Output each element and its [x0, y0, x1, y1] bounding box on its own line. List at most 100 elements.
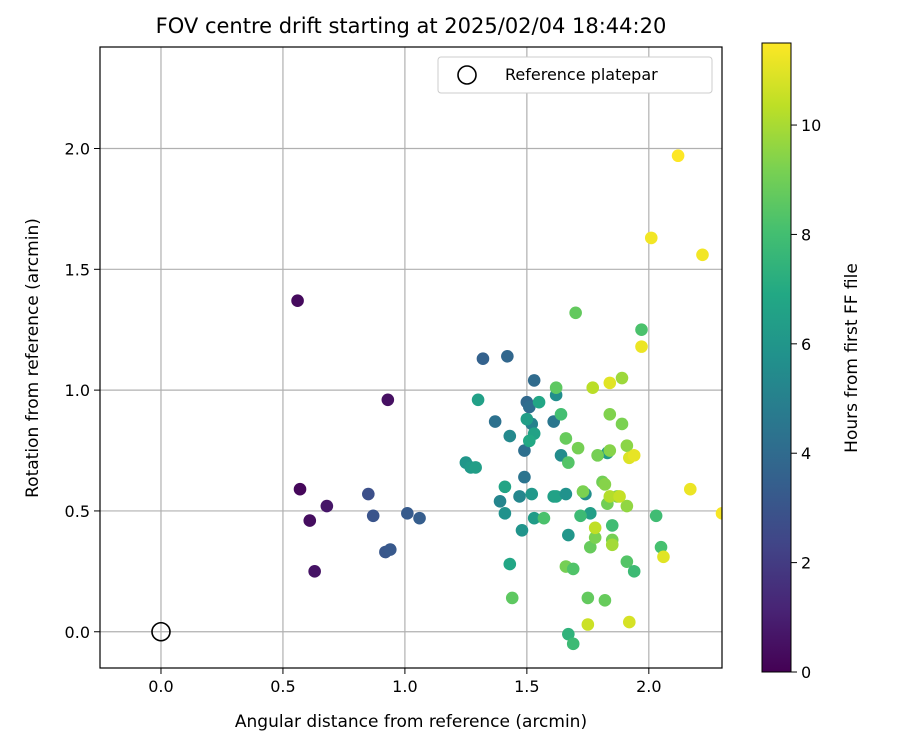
data-point [581, 618, 595, 631]
data-point [413, 511, 426, 525]
colorbar-tick-label: 6 [801, 335, 811, 354]
data-point [520, 412, 534, 426]
data-point [586, 381, 600, 395]
data-point [381, 393, 395, 407]
data-point [503, 557, 517, 571]
data-point [523, 400, 536, 414]
data-point [627, 449, 641, 462]
data-point [515, 523, 529, 537]
plot-frame [99, 46, 723, 669]
x-tick-label: 0.0 [148, 677, 173, 696]
data-point [635, 340, 648, 353]
legend-box [437, 56, 713, 94]
data-point [505, 591, 519, 605]
data-point [291, 294, 304, 308]
data-point [598, 594, 612, 607]
data-point [503, 429, 517, 443]
data-point [591, 449, 604, 462]
data-point [308, 565, 321, 578]
data-point [513, 490, 526, 503]
data-point [498, 507, 512, 520]
data-point [559, 432, 573, 445]
colorbar-gradient [761, 42, 792, 673]
data-point [525, 487, 539, 501]
data-point [559, 487, 573, 501]
data-point [635, 323, 648, 337]
colorbar-tick-label: 0 [801, 663, 811, 682]
data-point [537, 511, 551, 525]
data-point [644, 231, 658, 245]
data-point [588, 521, 602, 535]
data-point [469, 461, 482, 474]
data-point [649, 509, 663, 523]
colorbar-tick-label: 2 [801, 554, 811, 573]
data-point [623, 615, 636, 629]
data-point [566, 562, 580, 576]
data-point [581, 591, 595, 605]
data-point [523, 434, 536, 448]
y-tick-label: 1.5 [65, 260, 90, 279]
data-point [696, 248, 709, 262]
data-point [671, 149, 685, 163]
data-point [615, 417, 629, 431]
data-point [569, 306, 582, 320]
colorbar: 0 2 4 6 8 10 Hours from first FF file [761, 42, 862, 682]
x-axis-label: Angular distance from reference (arcmin) [235, 712, 587, 732]
data-point [303, 514, 317, 527]
data-point [566, 637, 580, 651]
data-point [620, 555, 634, 568]
data-point [620, 499, 634, 513]
data-point [501, 349, 514, 363]
colorbar-tick-label: 8 [801, 225, 811, 244]
y-tick-label: 2.0 [65, 139, 90, 158]
data-point [620, 439, 634, 452]
data-point [476, 352, 490, 366]
colorbar-label: Hours from first FF file [842, 263, 862, 453]
data-point [549, 381, 563, 395]
data-point [471, 393, 485, 407]
data-point [532, 395, 546, 409]
data-point [383, 543, 397, 556]
x-tick-label: 1.0 [392, 677, 417, 696]
data-points [291, 149, 722, 651]
legend-marker-icon [457, 65, 477, 85]
grid-lines [100, 47, 722, 668]
data-point [627, 565, 641, 578]
data-point [603, 376, 617, 390]
data-point [366, 509, 380, 523]
data-point [562, 456, 575, 469]
data-point [562, 528, 575, 542]
colorbar-tick-label: 4 [801, 444, 811, 463]
data-point [527, 511, 541, 525]
data-point [583, 540, 597, 554]
data-point [603, 444, 617, 457]
legend: Reference platepar [437, 56, 713, 94]
data-point [518, 444, 531, 457]
data-point [683, 482, 697, 496]
colorbar-tick-label: 10 [801, 116, 821, 135]
colorbar-ticks: 0 2 4 6 8 10 [791, 116, 821, 682]
data-point [571, 441, 585, 455]
data-point [554, 407, 568, 421]
y-tick-label: 0.0 [65, 623, 90, 642]
data-point [574, 509, 587, 523]
data-point [603, 490, 617, 503]
data-point [654, 540, 668, 554]
chart-title: FOV centre drift starting at 2025/02/04 … [156, 14, 667, 38]
data-point [401, 507, 414, 520]
data-point [615, 371, 629, 385]
data-point [527, 374, 541, 387]
data-point [293, 482, 307, 496]
y-axis-ticks: 0.0 0.5 1.0 1.5 2.0 [65, 139, 100, 642]
data-point [576, 485, 590, 498]
data-point [598, 478, 612, 491]
data-point [320, 499, 334, 513]
x-tick-label: 1.5 [514, 677, 539, 696]
data-point [362, 487, 375, 501]
data-point [603, 407, 617, 421]
legend-entry: Reference platepar [505, 65, 658, 84]
y-tick-label: 1.0 [65, 381, 90, 400]
data-point [488, 415, 502, 428]
data-point [498, 480, 512, 494]
